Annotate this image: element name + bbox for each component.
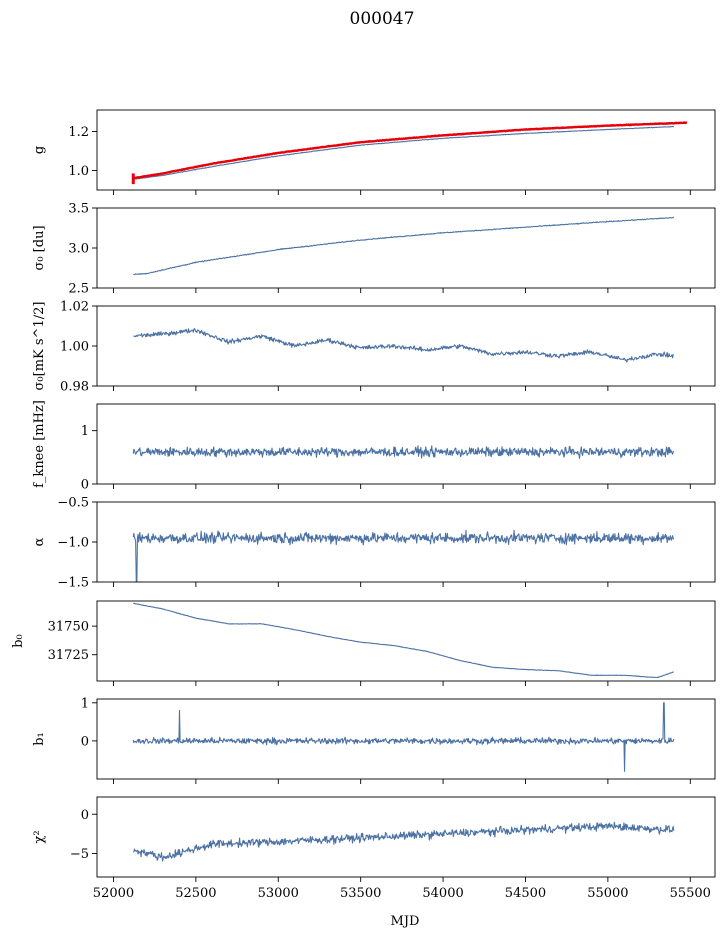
y-axis-label-sigma0-du: σ₀ [du] bbox=[32, 225, 47, 270]
panel-frame bbox=[96, 207, 716, 289]
y-tick-label: 0 bbox=[81, 734, 89, 749]
y-tick-label: 0 bbox=[81, 808, 89, 823]
panel-b1: 0 1 b₁ bbox=[32, 696, 716, 784]
y-tick-label: 0.98 bbox=[60, 380, 89, 395]
series-sigma0-mk-main bbox=[133, 328, 674, 363]
y-tick-label: 1 bbox=[81, 696, 89, 711]
y-axis-label-sigma0-mk: σ₀[mK s^1/2] bbox=[32, 302, 47, 391]
y-tick-label: 2.5 bbox=[68, 282, 89, 297]
panel-chi2: −5 0 χ² bbox=[32, 796, 716, 882]
panel-b0: 31725 31750 b₀ bbox=[11, 600, 716, 686]
panel-frame bbox=[96, 698, 716, 780]
series-alpha-main bbox=[132, 529, 675, 582]
x-tick-label: 52500 bbox=[175, 886, 216, 901]
x-tick-label: 55000 bbox=[587, 886, 628, 901]
y-tick-label: −1.0 bbox=[57, 536, 89, 551]
x-tick-label: 55500 bbox=[670, 886, 711, 901]
y-tick-label: 3.0 bbox=[68, 242, 89, 257]
y-tick-label: 1.00 bbox=[60, 340, 89, 355]
panel-frame bbox=[96, 305, 716, 387]
y-axis-label-g: g bbox=[32, 146, 47, 154]
panels: 1.0 1.2 g 2.5 3.0 3.5 σ₀ [du] 0.98 1.00 1.02 σ₀[mK… bbox=[11, 109, 716, 882]
panel-frame bbox=[96, 109, 716, 191]
y-tick-label: −1.5 bbox=[57, 576, 89, 591]
panel-alpha: −1.5 −1.0 −0.5 α bbox=[32, 496, 716, 591]
y-axis-label-alpha: α bbox=[32, 537, 47, 546]
panel-sigma0-du: 2.5 3.0 3.5 σ₀ [du] bbox=[32, 202, 716, 297]
y-axis-label-chi2: χ² bbox=[32, 830, 47, 843]
x-tick-label: 54000 bbox=[422, 886, 463, 901]
panel-frame bbox=[96, 403, 716, 485]
y-axis-label-fknee: f_knee [mHz] bbox=[32, 400, 47, 488]
panel-frame bbox=[96, 600, 716, 682]
y-tick-label: 31725 bbox=[48, 648, 89, 663]
panel-fknee: 0 1 f_knee [mHz] bbox=[32, 400, 716, 493]
series-b1-main bbox=[132, 702, 675, 772]
series-g-main bbox=[133, 125, 675, 180]
x-axis-label: MJD bbox=[391, 914, 420, 929]
series-fknee-main bbox=[132, 445, 675, 459]
y-tick-label: 1.2 bbox=[68, 125, 89, 140]
panel-sigma0-mk: 0.98 1.00 1.02 σ₀[mK s^1/2] bbox=[32, 300, 716, 395]
series-b0-main bbox=[132, 602, 674, 679]
x-axis: 52000 52500 53000 53500 54000 54500 55000 55500 bbox=[93, 886, 711, 901]
figure-title: 000047 bbox=[350, 9, 415, 29]
x-tick-label: 52000 bbox=[93, 886, 134, 901]
panel-g: 1.0 1.2 g bbox=[32, 109, 716, 195]
y-tick-label: 3.5 bbox=[68, 202, 89, 217]
y-axis-label-b0: b₀ bbox=[11, 634, 26, 648]
series-chi2-main bbox=[133, 821, 675, 862]
y-tick-label: 1.0 bbox=[68, 164, 89, 179]
series-sigma0-du-main bbox=[133, 216, 674, 276]
y-tick-label: 1.02 bbox=[60, 300, 89, 315]
panel-frame bbox=[96, 796, 716, 878]
x-tick-label: 53000 bbox=[258, 886, 299, 901]
series-g-overlay bbox=[132, 121, 688, 180]
x-tick-label: 54500 bbox=[505, 886, 546, 901]
y-tick-label: −0.5 bbox=[57, 496, 89, 511]
x-tick-label: 53500 bbox=[340, 886, 381, 901]
y-axis-label-b1: b₁ bbox=[32, 732, 47, 746]
y-tick-label: 0 bbox=[81, 478, 89, 493]
y-tick-label: 1 bbox=[81, 424, 89, 439]
y-tick-label: −5 bbox=[70, 847, 89, 862]
y-tick-label: 31750 bbox=[48, 620, 89, 635]
